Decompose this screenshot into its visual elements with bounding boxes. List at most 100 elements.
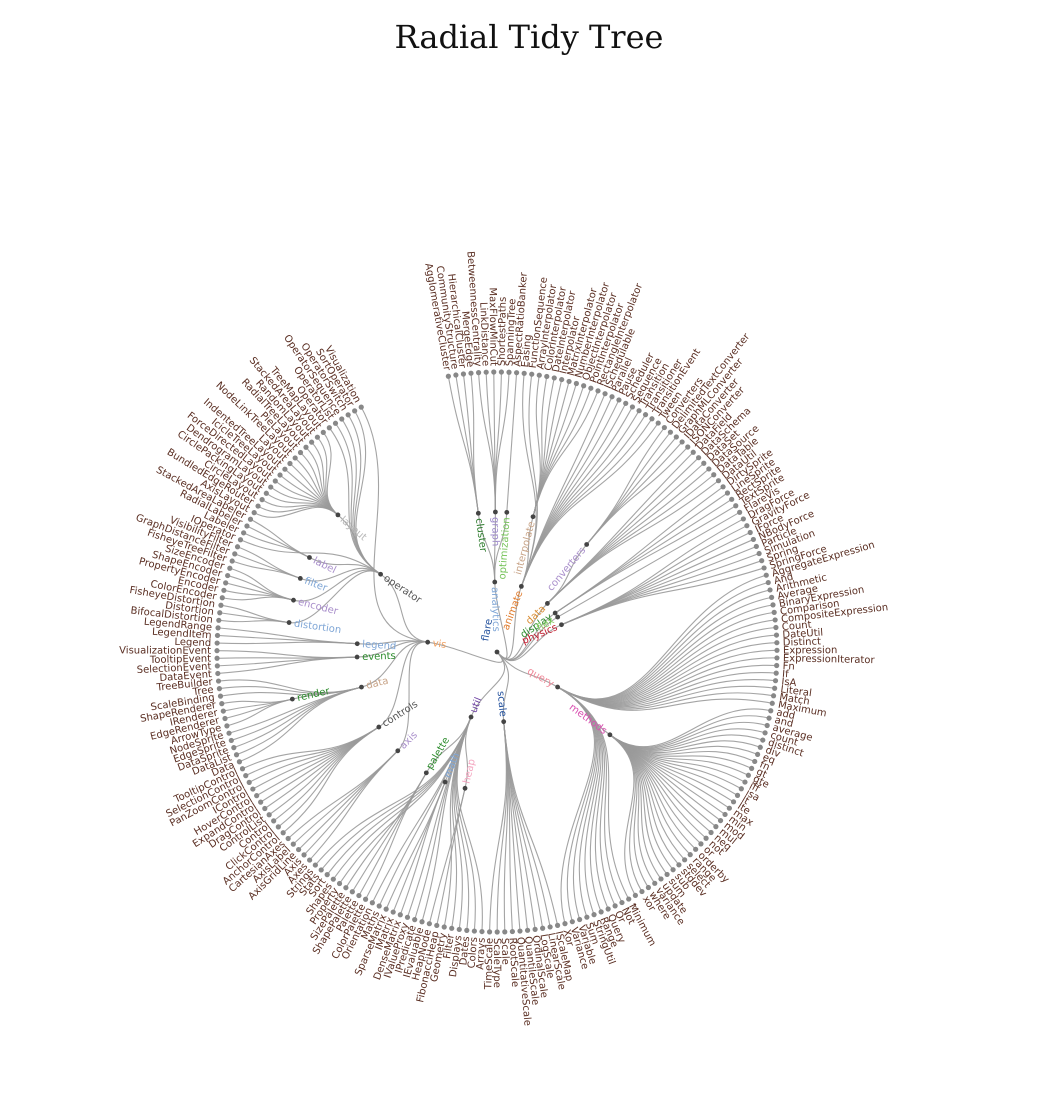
- tree-leaf-node[interactable]: lt: [734, 792, 751, 807]
- tree-branch-node[interactable]: graph: [489, 509, 501, 547]
- tree-leaf-node[interactable]: SelectionEvent: [136, 661, 220, 676]
- tree-branch-node[interactable]: operator: [378, 571, 424, 607]
- tree-leaf-node[interactable]: Colors: [467, 928, 480, 969]
- tree-leaf-node[interactable]: LegendItem: [152, 627, 221, 641]
- tree-branch-node[interactable]: vis: [425, 638, 447, 651]
- tree-leaf-node[interactable]: If: [773, 669, 790, 680]
- tree-leaf-node[interactable]: div: [757, 744, 782, 761]
- tree-leaf-node[interactable]: MergeEdge: [459, 311, 475, 376]
- tree-link: [268, 726, 380, 816]
- leaf-dot: [747, 529, 753, 536]
- tree-leaf-node[interactable]: ScaleType: [491, 929, 502, 988]
- leaf-label: Literal: [780, 684, 813, 699]
- tree-leaf-node[interactable]: TooltipEvent: [149, 654, 220, 666]
- tree-leaf-node[interactable]: MaxFlowMinCut: [487, 287, 499, 375]
- leaf-dot: [524, 927, 531, 933]
- tree-branch-node[interactable]: events: [354, 651, 396, 663]
- tree-branch-node[interactable]: label: [307, 555, 338, 576]
- leaf-dot: [312, 862, 318, 868]
- tree-leaf-node[interactable]: fn: [752, 758, 771, 774]
- leaf-dot: [486, 929, 493, 935]
- leaf-dot: [551, 375, 557, 381]
- tree-leaf-node[interactable]: Fn: [774, 661, 795, 673]
- branch-label: label: [311, 555, 338, 576]
- tree-leaf-node[interactable]: ShortestPaths: [497, 297, 509, 375]
- tree-leaf-node[interactable]: SpanningTree: [504, 298, 518, 375]
- tree-leaf-node[interactable]: Count: [773, 620, 812, 634]
- tree-branch-node[interactable]: legend: [354, 639, 397, 652]
- tree-branch-node[interactable]: data: [359, 676, 390, 692]
- tree-branch-node[interactable]: controls: [376, 699, 420, 730]
- tree-branch-node[interactable]: analytics: [489, 579, 501, 632]
- tree-leaf-node[interactable]: Easing: [520, 334, 534, 376]
- leaf-dot: [343, 885, 349, 891]
- leaf-dot: [292, 455, 298, 461]
- leaf-dot: [566, 378, 572, 385]
- tree-leaf-node[interactable]: ExpressionIterator: [774, 653, 876, 666]
- tree-branch-node[interactable]: cluster: [473, 510, 489, 554]
- leaf-dot: [498, 369, 504, 375]
- tree-leaf-node[interactable]: DateUtil: [773, 627, 824, 641]
- tree-leaf-node[interactable]: Distinct: [774, 636, 821, 649]
- tree-branch-node[interactable]: animate: [501, 583, 526, 632]
- tree-branch-node[interactable]: filter: [297, 576, 329, 595]
- tree-leaf-node[interactable]: Or: [612, 903, 627, 926]
- tree-leaf-node[interactable]: And: [765, 572, 795, 588]
- tree-branch-node[interactable]: encoder: [291, 597, 340, 618]
- leaf-dot: [255, 503, 261, 509]
- leaf-label: div: [764, 745, 782, 760]
- tree-leaf-node[interactable]: RootScale: [507, 928, 521, 987]
- tree-branch-node[interactable]: util: [468, 696, 485, 720]
- leaf-dot: [581, 383, 587, 389]
- tree-link: [506, 372, 518, 513]
- tree-leaf-node[interactable]: Arrays: [475, 928, 488, 970]
- tree-link: [557, 686, 773, 711]
- tree-leaf-node[interactable]: Match: [770, 692, 810, 708]
- leaf-dot: [724, 490, 731, 496]
- tree-link: [586, 446, 689, 545]
- tree-branch-node[interactable]: optimization: [497, 509, 513, 580]
- tree-leaf-node[interactable]: Expression: [774, 645, 837, 656]
- tree-leaf-node[interactable]: gt: [749, 765, 769, 781]
- tree-leaf-node[interactable]: DataEvent: [159, 669, 221, 684]
- branch-dot: [501, 719, 507, 725]
- tree-leaf-node[interactable]: Xor: [560, 921, 575, 948]
- leaf-dot: [404, 914, 411, 920]
- tree-leaf-node[interactable]: and: [766, 715, 794, 730]
- tree-leaf-node[interactable]: TimeScale: [483, 929, 496, 990]
- leaf-dot: [645, 884, 652, 891]
- tree-leaf-node[interactable]: eq: [755, 751, 777, 767]
- tree-leaf-node[interactable]: Filter: [442, 925, 457, 960]
- tree-leaf-node[interactable]: Literal: [772, 684, 812, 699]
- leaf-dot: [214, 663, 220, 669]
- tree-leaf-node[interactable]: VisualizationEvent: [119, 645, 220, 657]
- tree-branch-node[interactable]: scale: [495, 691, 508, 725]
- tree-leaf-node[interactable]: IsA: [772, 677, 797, 689]
- tree-branch-node[interactable]: distortion: [286, 619, 342, 637]
- tree-leaf-node[interactable]: Legend: [174, 637, 220, 649]
- tree-link: [217, 627, 358, 645]
- leaf-dot: [494, 929, 500, 935]
- tree-branch-node[interactable]: flare: [480, 618, 500, 655]
- branch-dot: [425, 639, 431, 645]
- leaf-dot: [773, 632, 780, 638]
- branch-dot: [376, 724, 382, 730]
- tree-branch-node[interactable]: query: [525, 666, 561, 690]
- tree-link: [428, 788, 466, 924]
- tree-branch-node[interactable]: heap: [462, 758, 478, 791]
- tree-link: [494, 372, 510, 513]
- tree-leaf-node[interactable]: Dates: [458, 927, 472, 966]
- tree-leaf-node[interactable]: _: [632, 892, 645, 909]
- tree-branch-node[interactable]: math: [442, 751, 462, 785]
- tree-leaf-node[interactable]: Scale: [499, 929, 511, 965]
- leaf-dot: [369, 900, 375, 906]
- leaf-label: And: [773, 572, 795, 588]
- tree-branch-node[interactable]: axis: [395, 730, 420, 754]
- leaf-dot: [772, 685, 778, 691]
- leaf-dot: [733, 503, 739, 509]
- tree-leaf-node[interactable]: Tree: [191, 685, 223, 699]
- tree-leaf-node[interactable]: LinkDistance: [477, 302, 491, 375]
- leaf-dot: [767, 587, 773, 593]
- tree-branch-node[interactable]: converters: [545, 542, 590, 593]
- tree-leaf-node[interactable]: add: [768, 707, 796, 722]
